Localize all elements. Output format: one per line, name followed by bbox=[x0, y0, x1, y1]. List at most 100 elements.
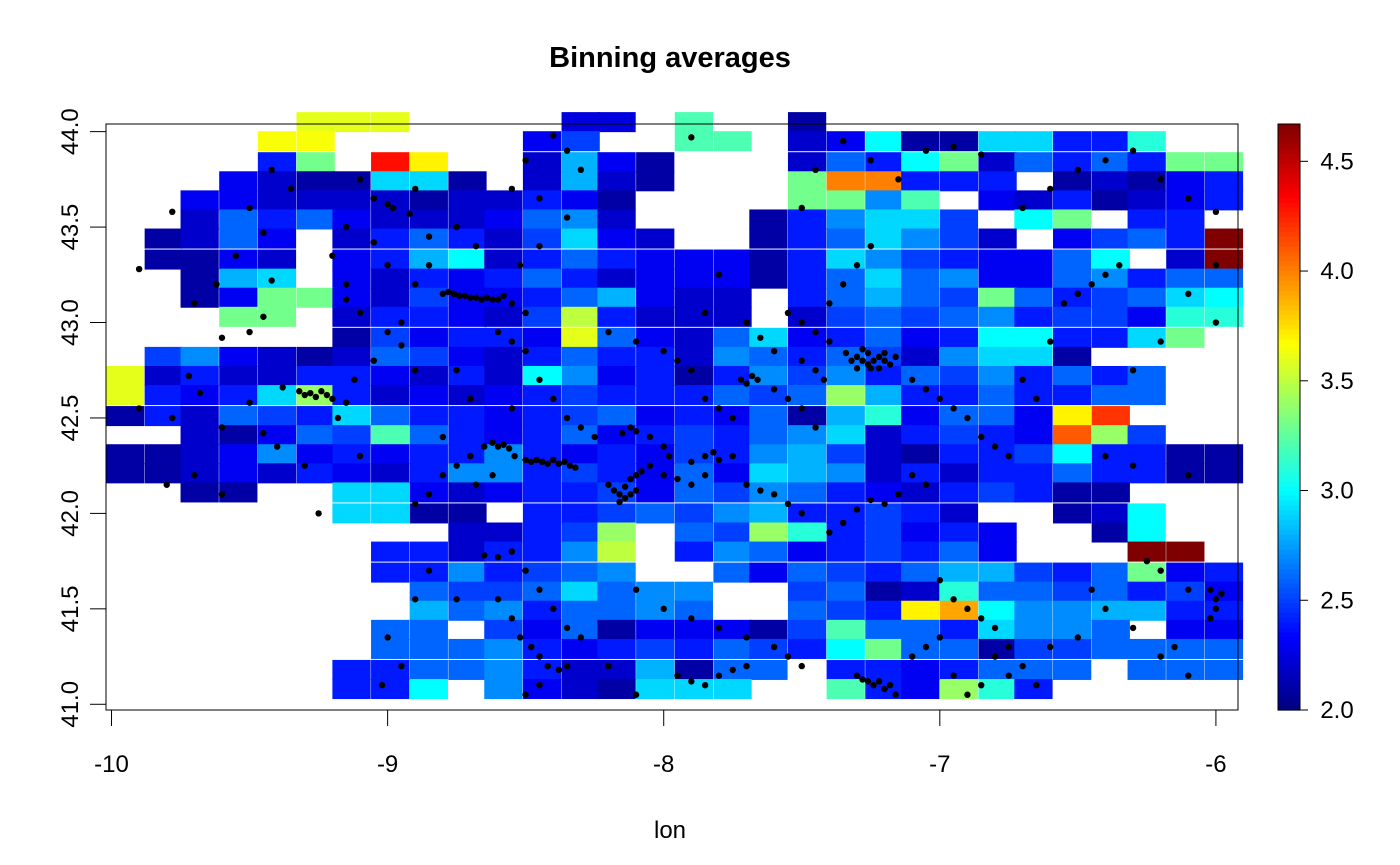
data-point bbox=[489, 296, 496, 303]
heatmap-cell bbox=[106, 463, 145, 484]
heatmap-cell bbox=[978, 327, 1017, 348]
heatmap-cell bbox=[180, 463, 219, 484]
data-point bbox=[522, 309, 529, 317]
data-point bbox=[539, 458, 546, 466]
colorbar-segment bbox=[1278, 529, 1300, 535]
data-point bbox=[743, 319, 750, 326]
heatmap-cell bbox=[484, 541, 523, 562]
heatmap-cell bbox=[1166, 638, 1205, 659]
heatmap-cell bbox=[522, 287, 562, 308]
data-point bbox=[450, 290, 458, 298]
colorbar-segment bbox=[1278, 666, 1300, 672]
heatmap-cell bbox=[296, 152, 335, 173]
heatmap-cell bbox=[1014, 600, 1053, 621]
data-point bbox=[621, 483, 629, 490]
heatmap-cell bbox=[597, 268, 636, 289]
heatmap-cell bbox=[865, 268, 904, 289]
data-point bbox=[508, 615, 516, 622]
heatmap-cell bbox=[332, 482, 371, 503]
data-point bbox=[784, 395, 792, 403]
data-point bbox=[329, 395, 336, 403]
data-point bbox=[826, 529, 833, 536]
data-point bbox=[343, 399, 350, 406]
heatmap-cell bbox=[448, 406, 487, 427]
colorbar-segment bbox=[1278, 187, 1300, 193]
data-point bbox=[135, 405, 143, 412]
data-point bbox=[875, 678, 883, 685]
heatmap-cell bbox=[484, 365, 523, 387]
data-point bbox=[875, 365, 883, 372]
data-point bbox=[522, 456, 529, 464]
colorbar-segment bbox=[1278, 587, 1300, 594]
heatmap-cell bbox=[448, 268, 487, 289]
heatmap-cell bbox=[561, 152, 600, 173]
heatmap-cell bbox=[409, 679, 448, 700]
data-point bbox=[909, 653, 916, 660]
data-point bbox=[268, 277, 275, 284]
data-point bbox=[627, 491, 634, 498]
colorbar-segment bbox=[1278, 441, 1300, 447]
colorbar-segment bbox=[1278, 368, 1300, 374]
heatmap-cell bbox=[636, 365, 675, 387]
heatmap-cell bbox=[332, 346, 371, 367]
colorbar-segment bbox=[1278, 260, 1300, 267]
data-point bbox=[1157, 567, 1164, 574]
heatmap-cell bbox=[332, 171, 371, 192]
data-point bbox=[1074, 166, 1082, 174]
data-point bbox=[508, 300, 516, 307]
data-point bbox=[453, 462, 460, 469]
heatmap-cell bbox=[144, 228, 183, 249]
heatmap-cell bbox=[826, 482, 865, 503]
data-point bbox=[315, 510, 322, 517]
data-point bbox=[605, 481, 612, 488]
heatmap-cell bbox=[371, 541, 410, 562]
data-point bbox=[867, 242, 874, 250]
heatmap-cell bbox=[1091, 385, 1130, 406]
heatmap-cell bbox=[939, 249, 979, 270]
data-point bbox=[839, 137, 847, 145]
data-point bbox=[710, 449, 717, 456]
heatmap-cell bbox=[787, 503, 827, 524]
heatmap-cell bbox=[826, 600, 865, 621]
data-point bbox=[864, 678, 872, 685]
data-point bbox=[163, 481, 170, 488]
heatmap-cell bbox=[978, 152, 1017, 173]
data-point bbox=[511, 452, 518, 460]
data-point bbox=[246, 399, 253, 406]
heatmap-cell bbox=[597, 444, 636, 465]
data-point bbox=[1157, 653, 1164, 660]
data-point bbox=[1157, 176, 1164, 183]
heatmap-cell bbox=[787, 306, 827, 327]
data-point bbox=[196, 389, 204, 397]
data-point bbox=[577, 166, 585, 174]
data-point bbox=[1019, 204, 1026, 212]
heatmap-cell bbox=[484, 482, 523, 503]
data-point bbox=[1212, 319, 1220, 326]
heatmap-cell bbox=[749, 209, 788, 230]
heatmap-cell bbox=[1166, 306, 1205, 327]
heatmap-cell bbox=[484, 327, 523, 348]
heatmap-cell bbox=[1014, 562, 1053, 583]
heatmap-cell bbox=[826, 209, 865, 230]
heatmap-cell bbox=[296, 346, 335, 367]
heatmap-cell bbox=[1204, 190, 1244, 211]
heatmap-cell bbox=[371, 249, 410, 270]
heatmap-cell bbox=[1014, 131, 1053, 152]
heatmap-cell bbox=[561, 249, 600, 270]
heatmap-cell bbox=[219, 365, 258, 387]
data-point bbox=[329, 252, 336, 259]
data-point bbox=[688, 678, 695, 685]
heatmap-cell bbox=[901, 522, 940, 543]
heatmap-cell bbox=[409, 190, 448, 211]
heatmap-cell bbox=[1053, 659, 1092, 680]
heatmap-cell bbox=[409, 659, 448, 680]
heatmap-cell bbox=[636, 327, 675, 348]
data-point bbox=[522, 157, 529, 164]
heatmap-cell bbox=[522, 541, 562, 562]
heatmap-cell bbox=[371, 406, 410, 427]
heatmap-cell bbox=[409, 306, 448, 327]
data-point bbox=[494, 554, 502, 561]
heatmap-cell bbox=[1127, 365, 1166, 387]
heatmap-cell bbox=[749, 619, 788, 640]
heatmap-cell bbox=[1091, 463, 1130, 484]
